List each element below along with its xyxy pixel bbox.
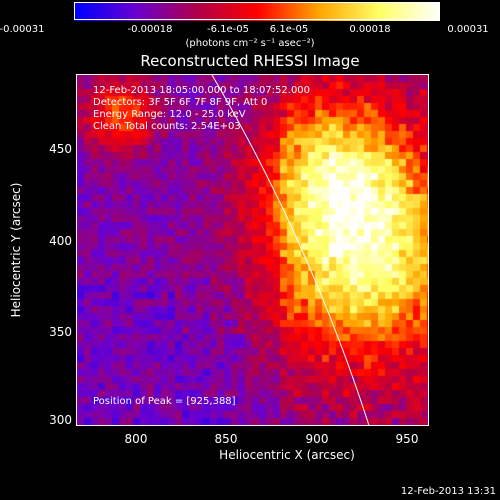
annotation-time: 12-Feb-2013 18:05:00.000 to 18:07:52.000 (93, 85, 311, 96)
colorbar-tick: -0.00031 (0, 24, 45, 35)
solar-limb (211, 75, 370, 425)
y-tick-label: 450 (49, 142, 72, 156)
colorbar-tick: 0.00031 (447, 24, 489, 35)
y-axis-label: Heliocentric Y (arcsec) (9, 182, 23, 318)
annotation-clean: Clean Total counts: 2.54E+03 (93, 121, 241, 132)
annotation-energy: Energy Range: 12.0 - 25.0 keV (93, 109, 246, 120)
footer-timestamp: 12-Feb-2013 13:31 (400, 486, 496, 497)
colorbar-tick: 6.1e-05 (269, 24, 309, 35)
y-tick-label: 350 (49, 325, 72, 339)
annotation-peak: Position of Peak = [925,388] (93, 396, 236, 407)
annotation-detectors: Detectors: 3F 5F 6F 7F 8F 9F, Att 0 (93, 97, 268, 108)
y-tick-label: 300 (49, 413, 72, 427)
chart-title: Reconstructed RHESSI Image (140, 52, 360, 70)
heatmap-image (77, 75, 428, 425)
x-tick-label: 950 (395, 432, 419, 446)
x-tick-label: 900 (305, 432, 329, 446)
x-tick-label: 800 (124, 432, 148, 446)
colorbar-tick: -6.1e-05 (207, 24, 249, 35)
colorbar (75, 3, 440, 21)
y-tick-label: 400 (49, 234, 72, 248)
x-tick-label: 850 (214, 432, 238, 446)
colorbar-tick: -0.00018 (127, 24, 173, 35)
colorbar-ticks: -0.00031 -0.00018 -6.1e-05 6.1e-05 0.000… (0, 24, 500, 38)
colorbar-tick: 0.00018 (349, 24, 391, 35)
x-axis-label: Heliocentric X (arcsec) (219, 448, 355, 462)
colorbar-unit: (photons cm⁻² s⁻¹ asec⁻²) (185, 38, 315, 49)
